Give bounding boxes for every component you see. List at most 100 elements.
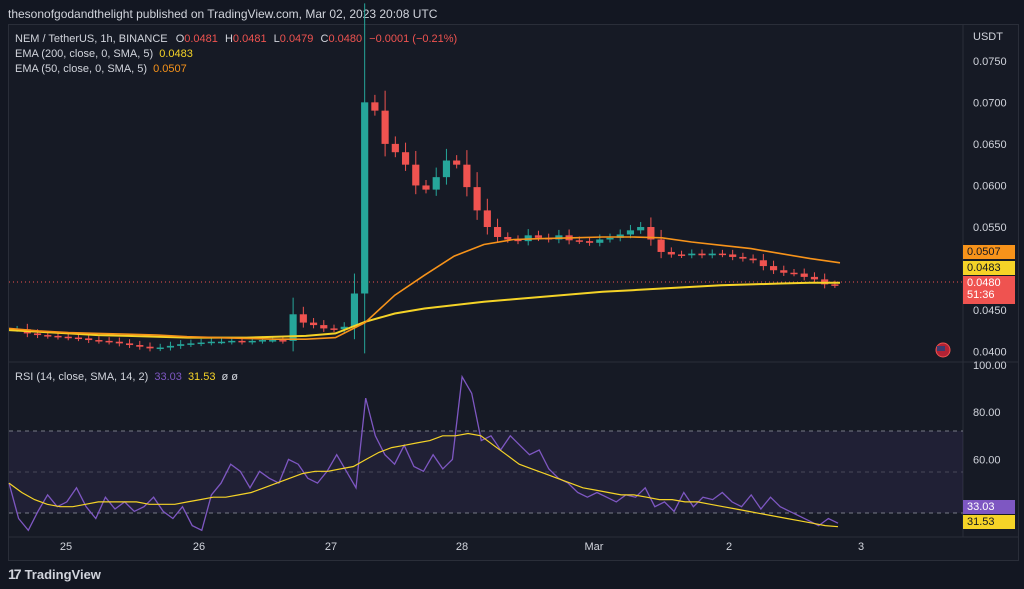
- rsi-ma-line: [8, 432, 839, 528]
- legend-ema200-row[interactable]: EMA (200, close, 0, SMA, 5) 0.0483: [15, 48, 193, 60]
- candle-body: [330, 328, 338, 330]
- candle-body: [166, 345, 175, 348]
- tradingview-mark-icon: 17: [8, 566, 22, 582]
- legend-rsi-value: 33.03: [154, 371, 182, 383]
- tradingview-logo[interactable]: 17 TradingView: [8, 566, 101, 582]
- candle-body: [207, 341, 215, 344]
- candle-body: [361, 102, 369, 294]
- candle-body: [606, 237, 614, 240]
- time-tick-label: 25: [60, 541, 72, 553]
- legend-rsi-ma-value: 31.53: [187, 371, 216, 383]
- legend-ema50-label: EMA (50, close, 0, SMA, 5): [15, 63, 148, 75]
- candle-body: [637, 227, 645, 231]
- candle-body: [790, 272, 798, 275]
- ema200-line: [8, 281, 840, 339]
- price-tick-label: 0.0600: [973, 180, 1007, 192]
- candle-body: [177, 344, 185, 346]
- candle-body: [453, 160, 461, 165]
- legend-rsi-label: RSI (14, close, SMA, 14, 2): [15, 371, 149, 383]
- candle-body: [85, 338, 93, 341]
- price-axis[interactable]: 0.0750 0.0700 0.0650 0.0600 0.0550 0.0450 0.04…: [973, 56, 1007, 359]
- candle-body: [248, 340, 256, 343]
- candle-body: [667, 251, 675, 255]
- price-tick-label: 0.0650: [973, 139, 1007, 151]
- rsi-ma-value-label: 31.53: [963, 515, 1015, 529]
- candle-body: [800, 273, 808, 277]
- candle-body: [493, 227, 502, 237]
- candle-body: [309, 322, 318, 326]
- price-tick-label: 0.0550: [973, 222, 1007, 234]
- candle-body: [228, 340, 236, 343]
- candle-body: [401, 152, 410, 165]
- candle-body: [831, 284, 839, 286]
- candle-body: [146, 346, 154, 349]
- candle-body: [442, 160, 451, 178]
- legend-rsi-row[interactable]: RSI (14, close, SMA, 14, 2) 33.03 31.53 …: [15, 371, 238, 383]
- candle-body: [463, 164, 471, 188]
- time-tick-label: 28: [456, 541, 468, 553]
- candle-body: [381, 110, 389, 144]
- candle-body: [504, 236, 512, 240]
- price-tick-label: 0.0750: [973, 56, 1007, 68]
- candle-body: [33, 333, 42, 336]
- candle-body: [350, 293, 359, 327]
- candle-body: [596, 239, 604, 243]
- tradingview-brand: TradingView: [24, 566, 101, 582]
- rsi-tick-label: 100.00: [973, 360, 1007, 372]
- legend-ema50-row[interactable]: EMA (50, close, 0, SMA, 5) 0.0507: [15, 63, 187, 75]
- ema50-line: [8, 236, 841, 340]
- candle-body: [371, 102, 379, 111]
- legend-l-label: L: [273, 33, 280, 45]
- candle-body: [258, 340, 267, 342]
- legend-change: −0.0001 (−0.21%): [369, 33, 458, 45]
- candle-body: [197, 342, 205, 345]
- candle-body: [473, 187, 481, 211]
- ema50-price-label: 0.0507: [963, 245, 1015, 259]
- candle-body: [524, 235, 532, 242]
- time-tick-label: 26: [193, 541, 205, 553]
- time-axis[interactable]: 25 26 27 28 Mar 2 3: [60, 541, 864, 553]
- candle-body: [54, 335, 62, 338]
- price-tick-label: 0.0700: [973, 97, 1007, 109]
- time-tick-label: 27: [325, 541, 337, 553]
- legend-symbol-row[interactable]: NEM / TetherUS, 1h, BINANCE O0.0481 H0.0…: [15, 33, 457, 45]
- legend-close: 0.0480: [328, 33, 363, 45]
- legend-open: 0.0481: [184, 33, 218, 45]
- candle-body: [626, 230, 635, 235]
- flag-canton: [937, 346, 945, 351]
- legend-ema200-value: 0.0483: [159, 48, 193, 60]
- legend-ema200-label: EMA (200, close, 0, SMA, 5): [15, 48, 154, 60]
- candle-body: [115, 341, 123, 344]
- price-tick-label: 0.0450: [973, 305, 1007, 317]
- candle-body: [299, 314, 307, 323]
- candle-body: [780, 270, 788, 273]
- candle-body: [156, 347, 164, 350]
- candle-body: [749, 258, 757, 261]
- candle-body: [289, 314, 297, 341]
- candle-body: [64, 336, 72, 339]
- candle-body: [136, 345, 144, 347]
- candle-body: [187, 343, 195, 345]
- publisher-caption: thesonofgodandthelight published on Trad…: [8, 7, 438, 21]
- candle-body: [340, 326, 348, 330]
- candle-body: [432, 177, 440, 190]
- candle-body: [769, 266, 778, 271]
- candle-body: [44, 335, 52, 337]
- rsi-value-label: 33.03: [963, 500, 1015, 514]
- last-price-value: 0.0480: [967, 277, 1001, 289]
- candle-body: [739, 256, 747, 259]
- candle-body: [105, 340, 113, 343]
- candle-body: [698, 253, 706, 256]
- candle-body: [657, 239, 665, 252]
- chart-frame[interactable]: [8, 24, 1019, 561]
- candle-body: [279, 340, 287, 342]
- candle-body: [759, 260, 767, 267]
- time-tick-label: 2: [726, 541, 732, 553]
- legend-h-label: H: [224, 33, 233, 45]
- candle-body: [74, 337, 83, 340]
- candle-body: [718, 253, 727, 256]
- candle-body: [95, 340, 103, 342]
- candle-body: [708, 253, 716, 256]
